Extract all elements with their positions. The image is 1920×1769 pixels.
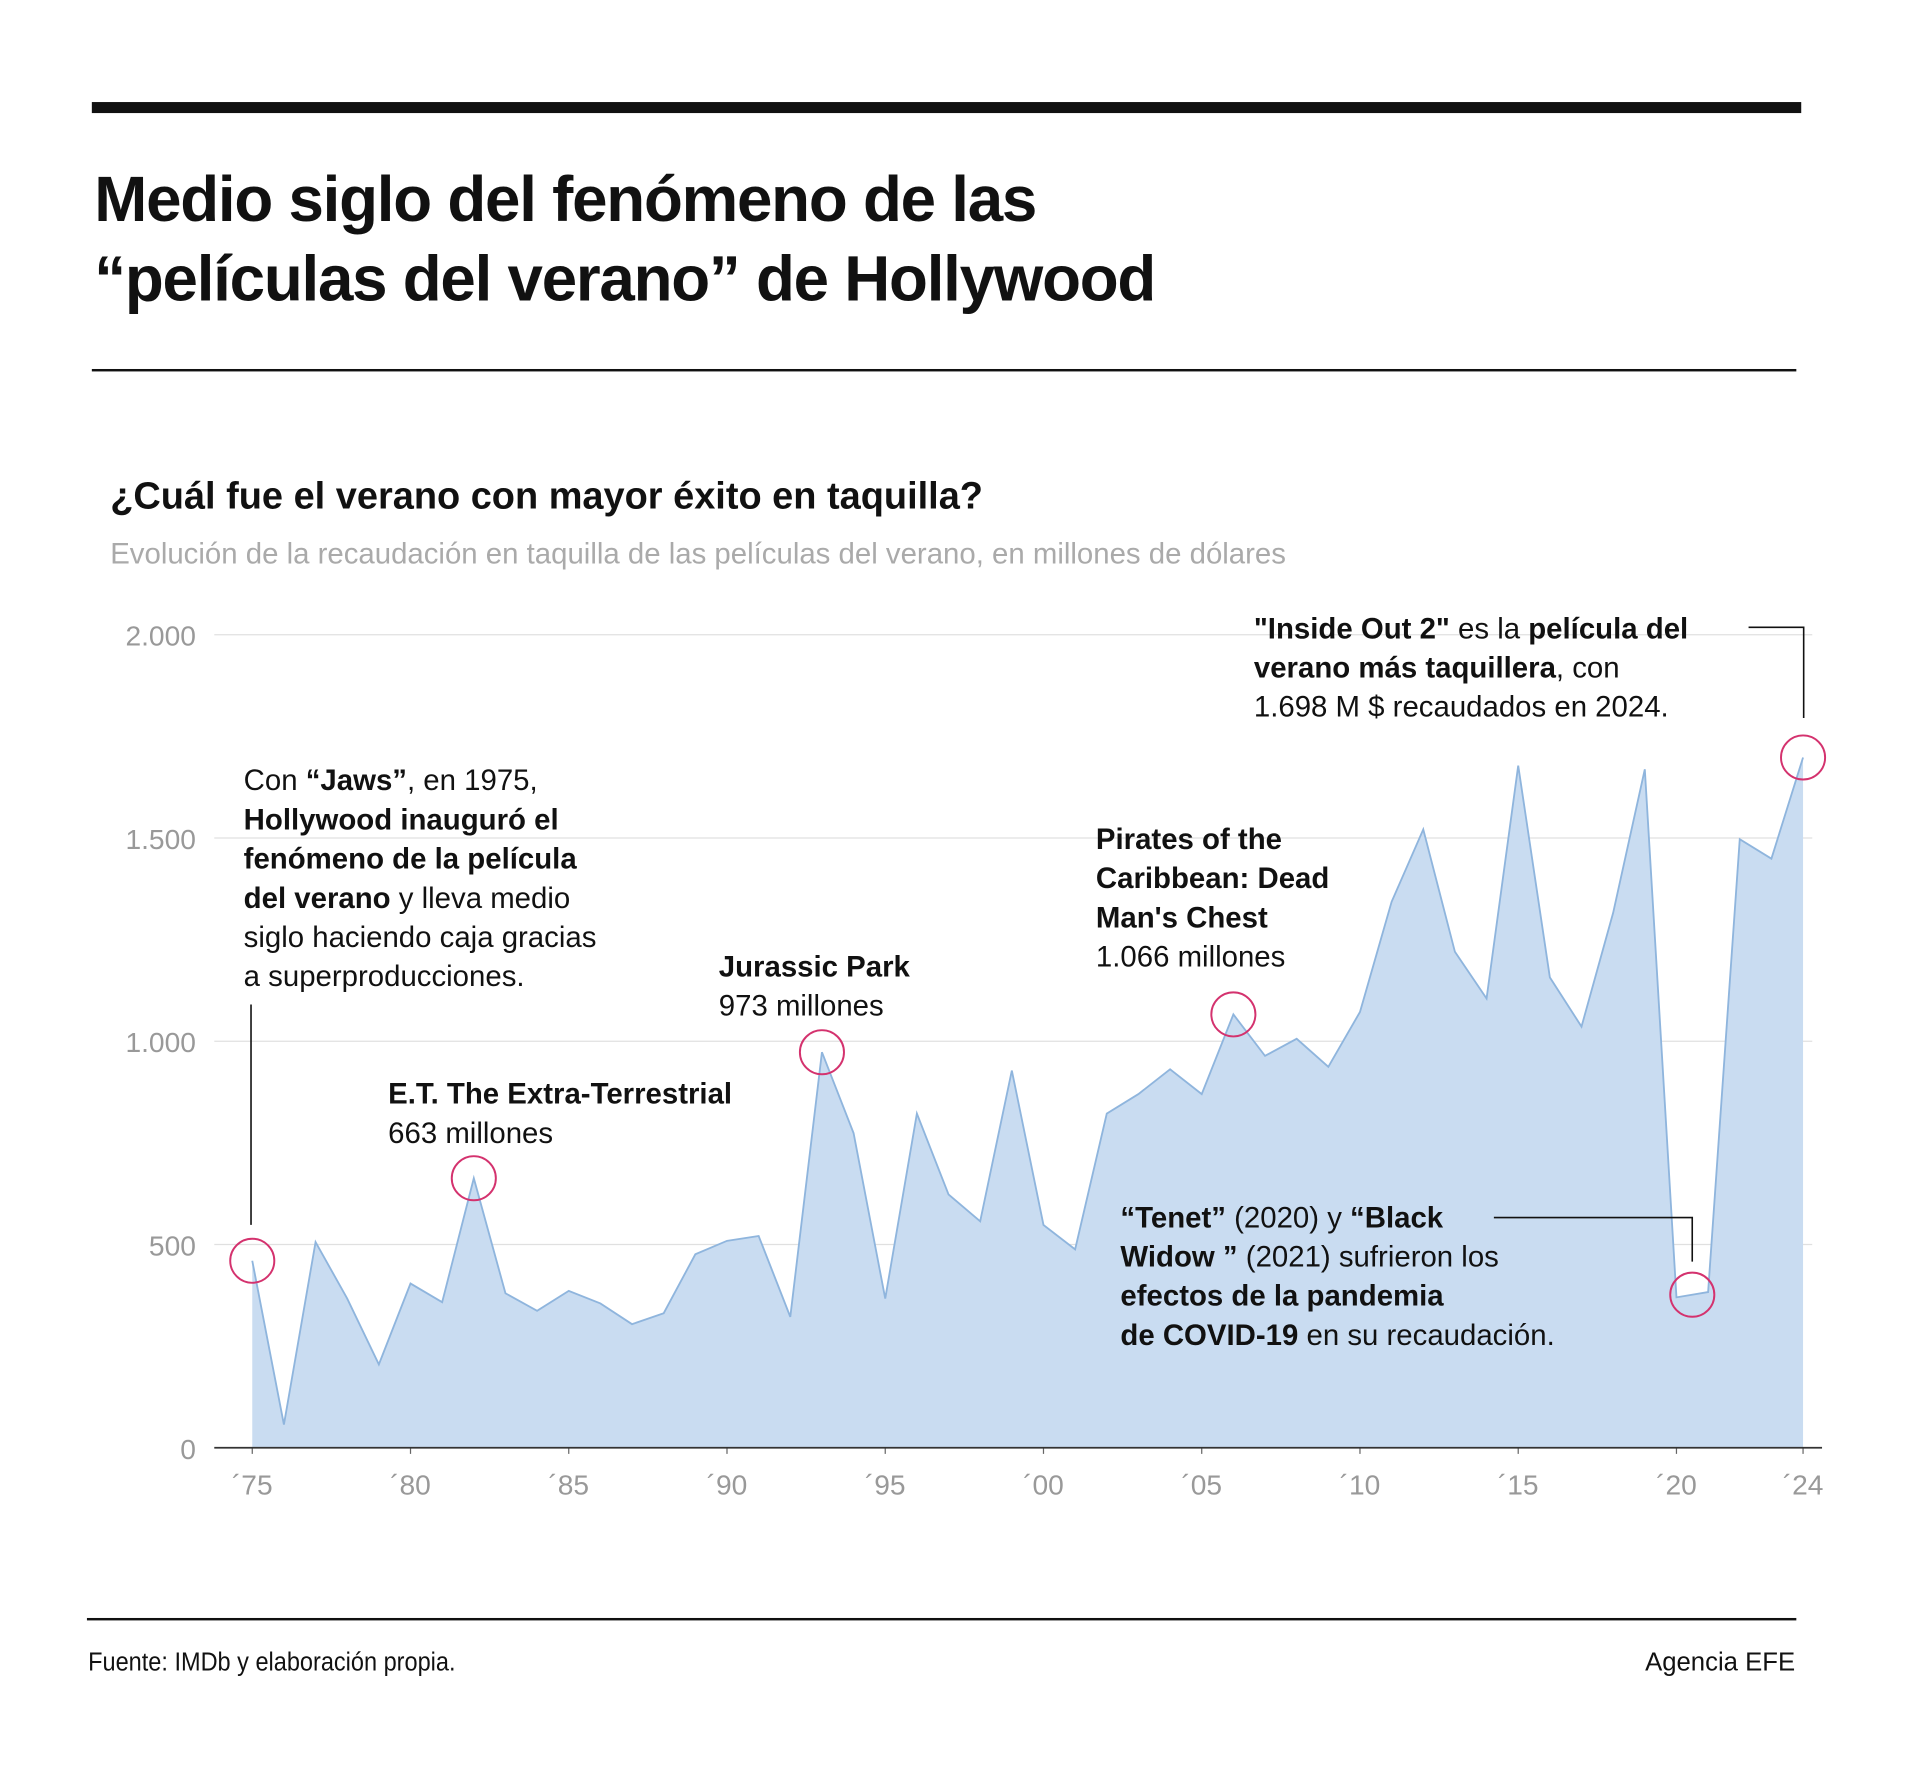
annotation-run: efectos de la pandemia: [1120, 1280, 1444, 1313]
highlight-circle: [229, 1237, 276, 1284]
top-bar: [91, 102, 1802, 114]
annotation: de COVID-19 en su recaudación.: [1120, 1319, 1554, 1352]
x-tick-label: ´80: [390, 1469, 431, 1500]
annotation-run: Hollywood inauguró el: [244, 803, 559, 836]
credit: Agencia EFE: [1645, 1649, 1795, 1677]
x-tick-label: ´90: [707, 1469, 748, 1500]
annotation: 973 millones: [719, 990, 884, 1023]
annotation-run: “Black: [1350, 1201, 1444, 1234]
annotation: 663 millones: [388, 1117, 553, 1150]
annotation: Caribbean: Dead: [1096, 862, 1329, 895]
x-tick-label: ´10: [1340, 1469, 1381, 1500]
annotation: Con “Jaws”, en 1975,: [244, 764, 538, 797]
x-tick-label: ´20: [1656, 1469, 1697, 1500]
annotation-run: Caribbean: Dead: [1096, 862, 1329, 895]
annotation-run: 973 millones: [719, 990, 884, 1023]
annotation-run: Widow ”: [1120, 1241, 1237, 1274]
annotation-run: y lleva medio: [391, 882, 571, 915]
chart-title: Medio siglo del fenómeno de las: [94, 164, 1036, 235]
divider: [91, 368, 1797, 372]
annotation-run: E.T. The Extra-Terrestrial: [388, 1078, 732, 1111]
annotation-run: siglo haciendo caja gracias: [244, 921, 597, 954]
chart-subtitle: Evolución de la recaudación en taquilla …: [110, 538, 1286, 571]
highlight-circle: [798, 1029, 845, 1076]
annotation: efectos de la pandemia: [1120, 1280, 1444, 1313]
leader-line: [1493, 1216, 1694, 1262]
annotation-run: Jurassic Park: [719, 950, 911, 983]
x-tick-label: ´15: [1498, 1469, 1539, 1500]
source: Fuente: IMDb y elaboración propia.: [88, 1649, 455, 1677]
x-tick-label: ´00: [1023, 1469, 1064, 1500]
annotation: a superproducciones.: [244, 960, 525, 993]
annotation: Jurassic Park: [719, 950, 911, 983]
annotation-run: (2021) sufrieron los: [1238, 1241, 1499, 1274]
annotation: E.T. The Extra-Terrestrial: [388, 1078, 732, 1111]
divider: [86, 1617, 1797, 1621]
annotation-run: "Inside Out 2": [1254, 612, 1450, 645]
annotation: Pirates of the: [1096, 823, 1282, 856]
annotation-run: del verano: [244, 882, 391, 915]
x-tick-label: ´85: [548, 1469, 589, 1500]
area-line: [251, 757, 1804, 1425]
annotation: 1.698 M $ recaudados en 2024.: [1254, 691, 1669, 724]
plot: 0 500 1.000 1.500 2.000 ´75 ´80 ´85 ´90 ´95 ´00 ´05…: [125, 621, 1827, 1500]
chart-title: “películas del verano” de Hollywood: [94, 243, 1155, 314]
annotation-run: es la: [1450, 612, 1528, 645]
y-tick-label: 0: [180, 1434, 196, 1465]
annotation-run: , con: [1556, 652, 1620, 685]
x-tick-label: ´95: [865, 1469, 906, 1500]
annotation-run: en su recaudación.: [1298, 1319, 1554, 1352]
highlight-circle: [450, 1155, 497, 1202]
annotation: verano más taquillera, con: [1254, 652, 1620, 685]
annotation: fenómeno de la película: [244, 843, 578, 876]
chart-question: ¿Cuál fue el verano con mayor éxito en t…: [110, 476, 983, 518]
annotation-run: fenómeno de la película: [244, 843, 578, 876]
annotation: Hollywood inauguró el: [244, 803, 559, 836]
annotation-run: 1.698 M $ recaudados en 2024.: [1254, 691, 1669, 724]
annotation: 1.066 millones: [1096, 941, 1285, 974]
annotation-run: a superproducciones.: [244, 960, 525, 993]
annotation-run: “Tenet”: [1120, 1201, 1226, 1234]
highlight-circle: [1669, 1271, 1716, 1318]
area: [252, 757, 1804, 1448]
annotation-run: de COVID-19: [1120, 1319, 1298, 1352]
annotations: Con “Jaws”, en 1975, Hollywood inauguró e…: [244, 612, 1805, 1352]
y-tick-label: 500: [149, 1231, 196, 1262]
annotation: Widow ” (2021) sufrieron los: [1120, 1241, 1498, 1274]
x-tick-label: ´24: [1783, 1469, 1824, 1500]
leader-line: [1748, 626, 1805, 718]
annotation-run: 1.066 millones: [1096, 941, 1285, 974]
x-tick-label: ´05: [1181, 1469, 1222, 1500]
annotation-run: Pirates of the: [1096, 823, 1282, 856]
highlight-circle: [1780, 734, 1827, 781]
annotation-run: película del: [1528, 612, 1688, 645]
annotation: Man's Chest: [1096, 901, 1268, 934]
x-tick-label: ´75: [232, 1469, 273, 1500]
annotation-run: verano más taquillera: [1254, 652, 1557, 685]
y-tick-label: 1.000: [125, 1027, 195, 1058]
annotation-run: , en 1975,: [407, 764, 538, 797]
annotation-run: “Jaws”: [306, 764, 407, 797]
y-tick-label: 2.000: [125, 621, 195, 652]
annotation: siglo haciendo caja gracias: [244, 921, 597, 954]
highlight-circle: [1210, 991, 1257, 1038]
annotation-run: (2020) y: [1226, 1201, 1350, 1234]
annotation: “Tenet” (2020) y “Black: [1120, 1201, 1443, 1234]
annotation: "Inside Out 2" es la película del: [1254, 612, 1688, 645]
annotation-run: Man's Chest: [1096, 901, 1268, 934]
annotation-run: Con: [244, 764, 306, 797]
annotation-run: 663 millones: [388, 1117, 553, 1150]
annotation: del verano y lleva medio: [244, 882, 571, 915]
y-tick-label: 1.500: [125, 824, 195, 855]
